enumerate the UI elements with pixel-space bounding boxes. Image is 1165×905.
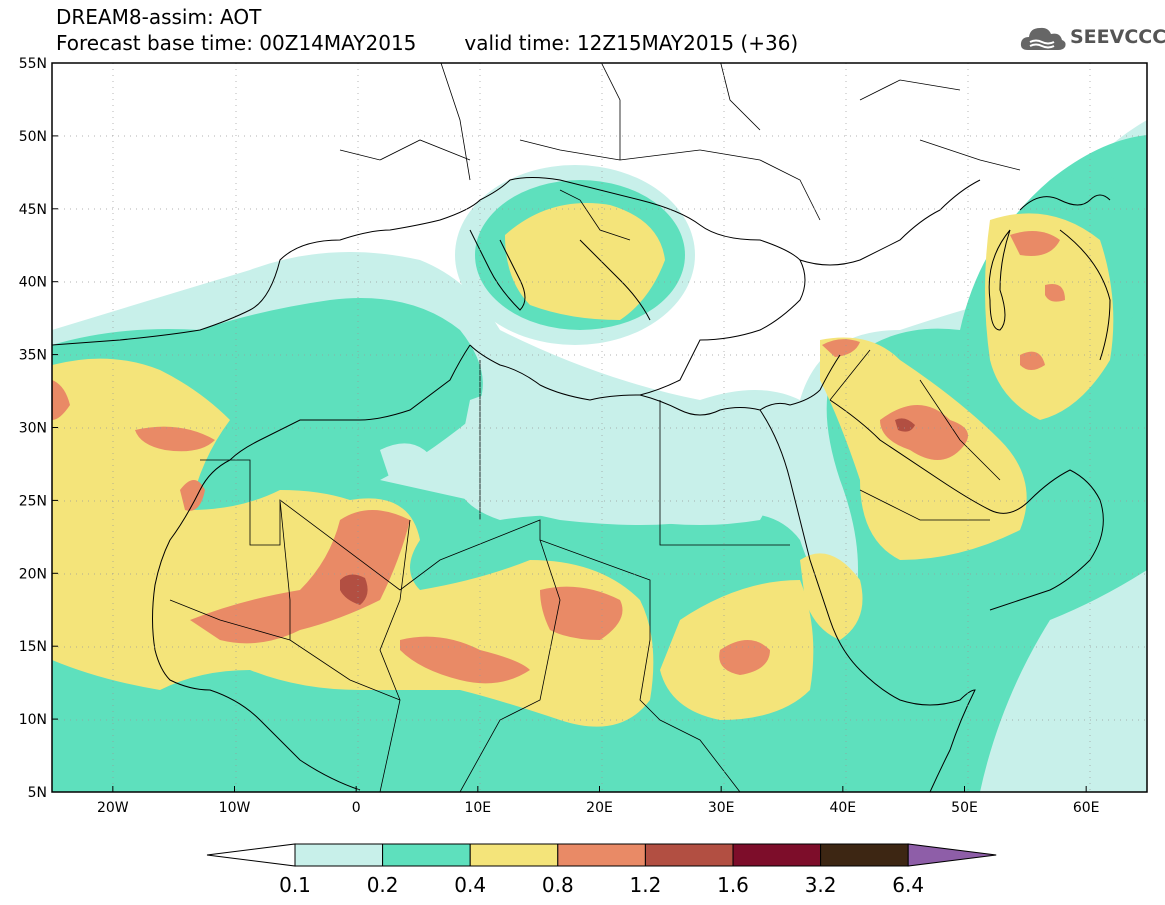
colorbar-label: 1.2 xyxy=(629,873,661,897)
logo-text: SEEVCCC xyxy=(1070,26,1165,48)
lon-tick-label: 20E xyxy=(586,800,613,816)
colorbar-low-arrow xyxy=(206,843,296,867)
lon-tick-label: 10E xyxy=(464,800,491,816)
lon-tick-label: 60E xyxy=(1073,800,1100,816)
lat-tick-label: 40N xyxy=(19,275,47,291)
base-time: Forecast base time: 00Z14MAY2015 xyxy=(56,31,417,55)
lat-tick-label: 15N xyxy=(19,639,47,655)
aot-field xyxy=(52,63,1147,792)
map-title: DREAM8-assim: AOT xyxy=(56,5,262,29)
lat-tick-label: 45N xyxy=(19,202,47,218)
colorbar-box xyxy=(469,843,559,867)
lon-tick-label: 40E xyxy=(829,800,856,816)
lat-tick-label: 10N xyxy=(19,712,47,728)
colorbar-box xyxy=(732,843,822,867)
coastlines xyxy=(52,177,1111,792)
colorbar-label: 0.8 xyxy=(542,873,574,897)
aot-holes xyxy=(380,386,775,525)
time-info: Forecast base time: 00Z14MAY2015 valid ti… xyxy=(56,32,798,54)
valid-time: valid time: 12Z15MAY2015 (+36) xyxy=(464,31,799,55)
colorbar-high-arrow xyxy=(907,843,997,867)
aot-band-1.2 xyxy=(340,418,915,605)
lon-tick-label: 10W xyxy=(219,800,251,816)
lon-tick-label: 20W xyxy=(97,800,129,816)
lat-tick-label: 55N xyxy=(19,56,47,72)
colorbar-box xyxy=(820,843,909,867)
lat-tick-label: 35N xyxy=(19,348,47,364)
lat-axis: 55N 50N 45N 40N 35N 30N 25N 20N 15N 10N 5N xyxy=(19,56,58,801)
colorbar-box xyxy=(294,843,384,867)
lat-tick-label: 20N xyxy=(19,566,47,582)
lon-tick-label: 30E xyxy=(708,800,735,816)
colorbar-box xyxy=(382,843,471,867)
colorbar-label: 0.2 xyxy=(367,873,399,897)
lon-axis: 20W 10W 0 10E 20E 30E 40E 50E 60E xyxy=(97,786,1100,816)
cloud-icon xyxy=(1020,27,1066,50)
colorbar-label: 0.4 xyxy=(454,873,486,897)
colorbar: 0.1 0.2 0.4 0.8 1.2 1.6 3.2 6.4 xyxy=(206,843,997,897)
colorbar-label: 1.6 xyxy=(717,873,749,897)
lon-tick-label: 50E xyxy=(951,800,978,816)
lat-tick-label: 30N xyxy=(19,421,47,437)
lat-tick-label: 50N xyxy=(19,129,47,145)
lon-tick-label: 0 xyxy=(352,800,361,816)
country-borders xyxy=(169,63,1021,792)
lat-tick-label: 5N xyxy=(28,785,47,801)
colorbar-label: 0.1 xyxy=(279,873,311,897)
colorbar-box xyxy=(557,843,646,867)
seevccc-logo: SEEVCCC xyxy=(1018,20,1165,56)
colorbar-label: 6.4 xyxy=(892,873,924,897)
lat-tick-label: 25N xyxy=(19,493,47,509)
colorbar-box xyxy=(644,843,734,867)
map-grid xyxy=(52,63,1147,792)
colorbar-label: 3.2 xyxy=(805,873,837,897)
